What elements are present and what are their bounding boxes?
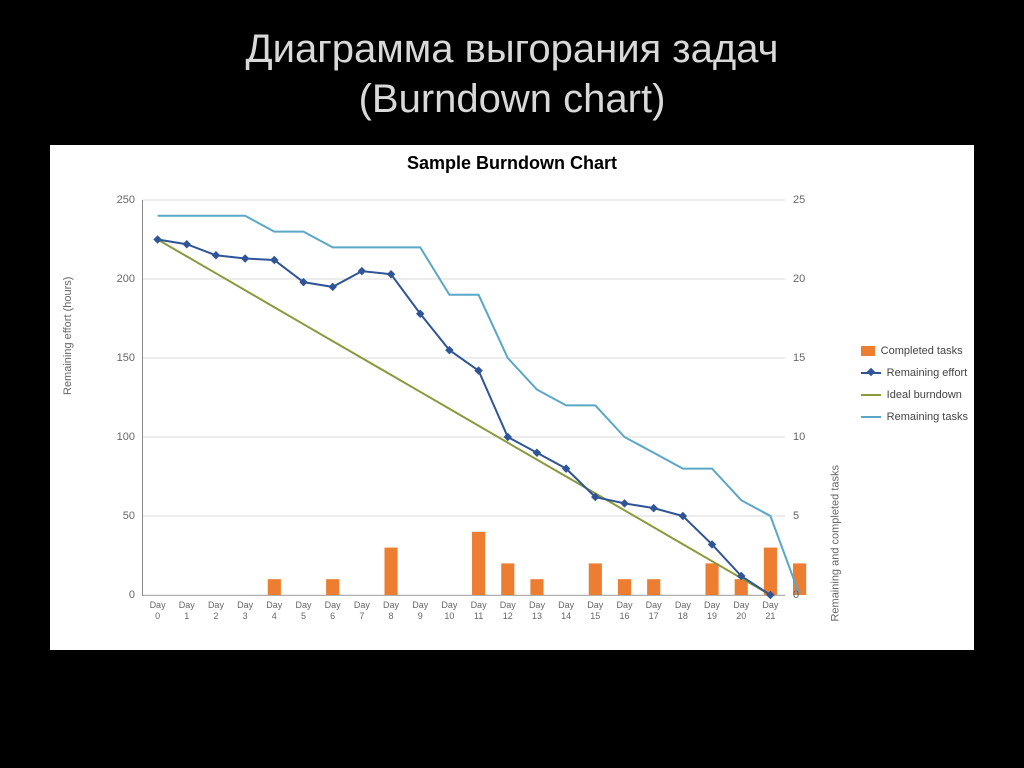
xtick: Day18	[672, 600, 694, 622]
bar-completed-tasks	[472, 532, 485, 595]
marker-remaining_effort	[183, 240, 191, 248]
legend-item-completed_tasks: Completed tasks	[861, 345, 968, 357]
ytick-left: 200	[95, 273, 135, 285]
xtick: Day9	[409, 600, 431, 622]
legend-label: Ideal burndown	[887, 389, 962, 401]
marker-remaining_effort	[358, 267, 366, 275]
chart-svg	[143, 200, 785, 595]
legend-label: Remaining tasks	[887, 411, 968, 423]
xtick: Day0	[147, 600, 169, 622]
bar-completed-tasks	[530, 579, 543, 595]
legend-item-remaining_tasks: Remaining tasks	[861, 411, 968, 423]
xtick: Day7	[351, 600, 373, 622]
bar-completed-tasks	[589, 563, 602, 595]
marker-remaining_effort	[153, 235, 161, 243]
marker-remaining_effort	[649, 504, 657, 512]
y-left-axis-label: Remaining effort (hours)	[62, 277, 74, 395]
ytick-right: 20	[793, 273, 805, 285]
ytick-left: 250	[95, 194, 135, 206]
xtick: Day5	[293, 600, 315, 622]
ytick-left: 150	[95, 352, 135, 364]
marker-remaining_effort	[212, 251, 220, 259]
bar-completed-tasks	[326, 579, 339, 595]
chart-title: Sample Burndown Chart	[50, 145, 974, 174]
ytick-right: 0	[793, 589, 799, 601]
ytick-left: 100	[95, 431, 135, 443]
legend-swatch	[861, 372, 881, 374]
y-right-axis-label: Remaining and completed tasks	[830, 465, 842, 622]
ytick-right: 15	[793, 352, 805, 364]
legend-swatch	[861, 416, 881, 418]
xtick: Day14	[555, 600, 577, 622]
marker-remaining_effort	[241, 254, 249, 262]
ytick-left: 0	[95, 589, 135, 601]
xtick: Day19	[701, 600, 723, 622]
bar-completed-tasks	[764, 548, 777, 595]
ytick-right: 5	[793, 510, 799, 522]
xtick: Day20	[730, 600, 752, 622]
xtick: Day21	[759, 600, 781, 622]
bar-completed-tasks	[647, 579, 660, 595]
xtick: Day2	[205, 600, 227, 622]
legend-item-ideal_burndown: Ideal burndown	[861, 389, 968, 401]
xtick: Day11	[468, 600, 490, 622]
slide-title: Диаграмма выгорания задач (Burndown char…	[0, 0, 1024, 124]
burndown-chart: Sample Burndown Chart Remaining effort (…	[50, 145, 974, 650]
bar-completed-tasks	[268, 579, 281, 595]
xtick: Day1	[176, 600, 198, 622]
legend-item-remaining_effort: Remaining effort	[861, 367, 968, 379]
xtick: Day17	[643, 600, 665, 622]
xtick: Day6	[322, 600, 344, 622]
slide: Диаграмма выгорания задач (Burndown char…	[0, 0, 1024, 768]
xtick: Day15	[584, 600, 606, 622]
bar-completed-tasks	[501, 563, 514, 595]
legend-swatch	[861, 346, 875, 356]
xtick: Day8	[380, 600, 402, 622]
xtick: Day12	[497, 600, 519, 622]
marker-remaining_effort	[328, 283, 336, 291]
legend-label: Remaining effort	[887, 367, 968, 379]
plot-area: 0501001502002500510152025Day0Day1Day2Day…	[142, 200, 785, 596]
bar-completed-tasks	[384, 548, 397, 595]
legend: Completed tasks Remaining effort Ideal bur…	[861, 335, 968, 433]
ytick-left: 50	[95, 510, 135, 522]
line-ideal_burndown	[158, 240, 771, 596]
slide-title-line2: (Burndown chart)	[359, 77, 666, 121]
slide-title-line1: Диаграмма выгорания задач	[246, 27, 779, 71]
marker-remaining_effort	[533, 449, 541, 457]
xtick: Day10	[438, 600, 460, 622]
ytick-right: 25	[793, 194, 805, 206]
ytick-right: 10	[793, 431, 805, 443]
xtick: Day16	[614, 600, 636, 622]
xtick: Day4	[263, 600, 285, 622]
bar-completed-tasks	[618, 579, 631, 595]
xtick: Day3	[234, 600, 256, 622]
legend-label: Completed tasks	[881, 345, 963, 357]
marker-remaining_effort	[620, 499, 628, 507]
bar-completed-tasks	[705, 563, 718, 595]
legend-swatch	[861, 394, 881, 396]
xtick: Day13	[526, 600, 548, 622]
